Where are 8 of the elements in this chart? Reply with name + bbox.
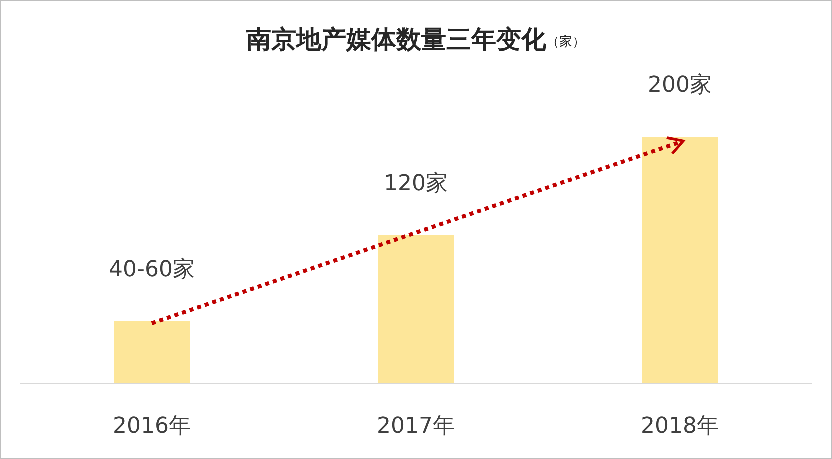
x-tick-label: 2017年	[377, 414, 455, 439]
text: （家）	[546, 34, 586, 50]
chart-title: 南京地产媒体数量三年变化	[246, 25, 548, 54]
data-label: 200家	[648, 73, 712, 98]
data-label: 40-60家	[109, 258, 195, 282]
x-tick-label: 2018年	[641, 414, 719, 439]
x-tick-label: 2016年	[113, 414, 191, 439]
data-label: 120家	[384, 171, 448, 196]
